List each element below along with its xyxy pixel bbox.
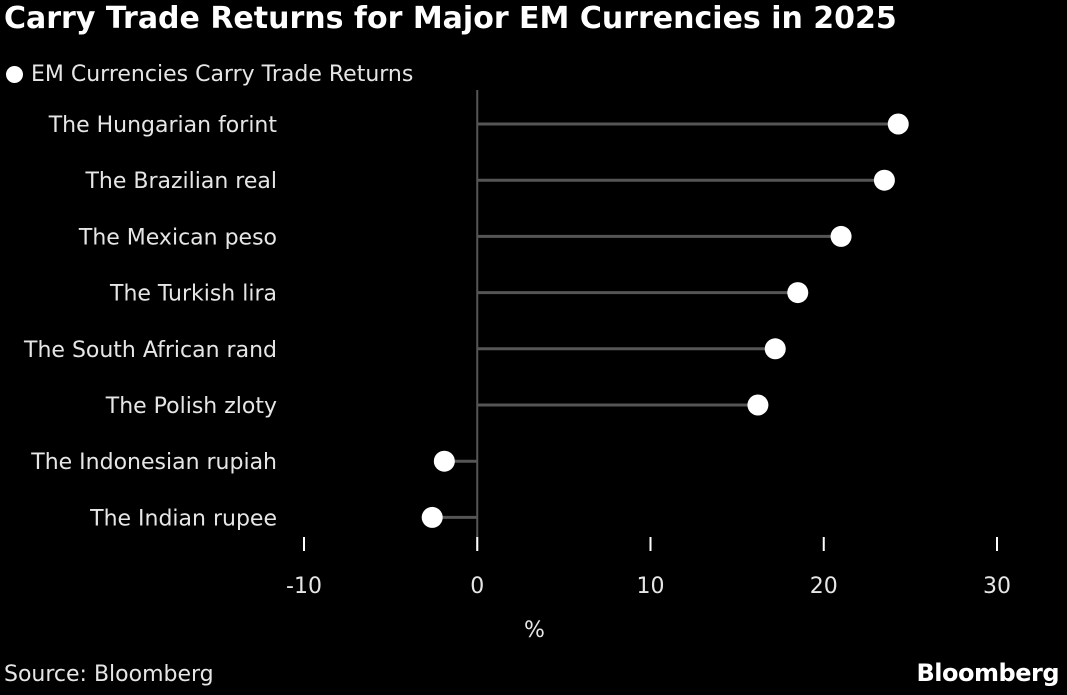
lollipop-point — [421, 506, 443, 528]
brand-logo: Bloomberg — [916, 659, 1060, 687]
x-axis-label: % — [524, 618, 545, 643]
category-label: The Turkish lira — [109, 282, 277, 307]
chart-legend: EM Currencies Carry Trade Returns — [6, 60, 413, 88]
category-label: The South African rand — [23, 338, 277, 363]
x-tick-label: 20 — [810, 574, 838, 599]
category-label: The Hungarian forint — [48, 113, 278, 138]
category-label: The Polish zloty — [105, 394, 277, 419]
lollipop-point — [747, 394, 769, 416]
category-label: The Brazilian real — [84, 169, 277, 194]
lollipop-point — [787, 282, 809, 304]
legend-label: EM Currencies Carry Trade Returns — [31, 61, 414, 87]
lollipop-point — [887, 113, 909, 135]
legend-marker-icon — [6, 65, 23, 83]
lollipop-point — [433, 450, 455, 472]
source-note: Source: Bloomberg — [4, 662, 214, 687]
x-tick-label: -10 — [286, 574, 322, 599]
x-tick-label: 10 — [637, 574, 665, 599]
category-label: The Indonesian rupiah — [30, 450, 277, 475]
chart-title: Carry Trade Returns for Major EM Currenc… — [4, 1, 897, 36]
lollipop-point — [764, 338, 786, 360]
lollipop-point — [830, 225, 852, 247]
x-tick-label: 30 — [983, 574, 1011, 599]
x-tick-label: 0 — [470, 574, 484, 599]
category-label: The Indian rupee — [89, 506, 277, 531]
category-label: The Mexican peso — [78, 225, 277, 250]
lollipop-point — [873, 169, 895, 191]
